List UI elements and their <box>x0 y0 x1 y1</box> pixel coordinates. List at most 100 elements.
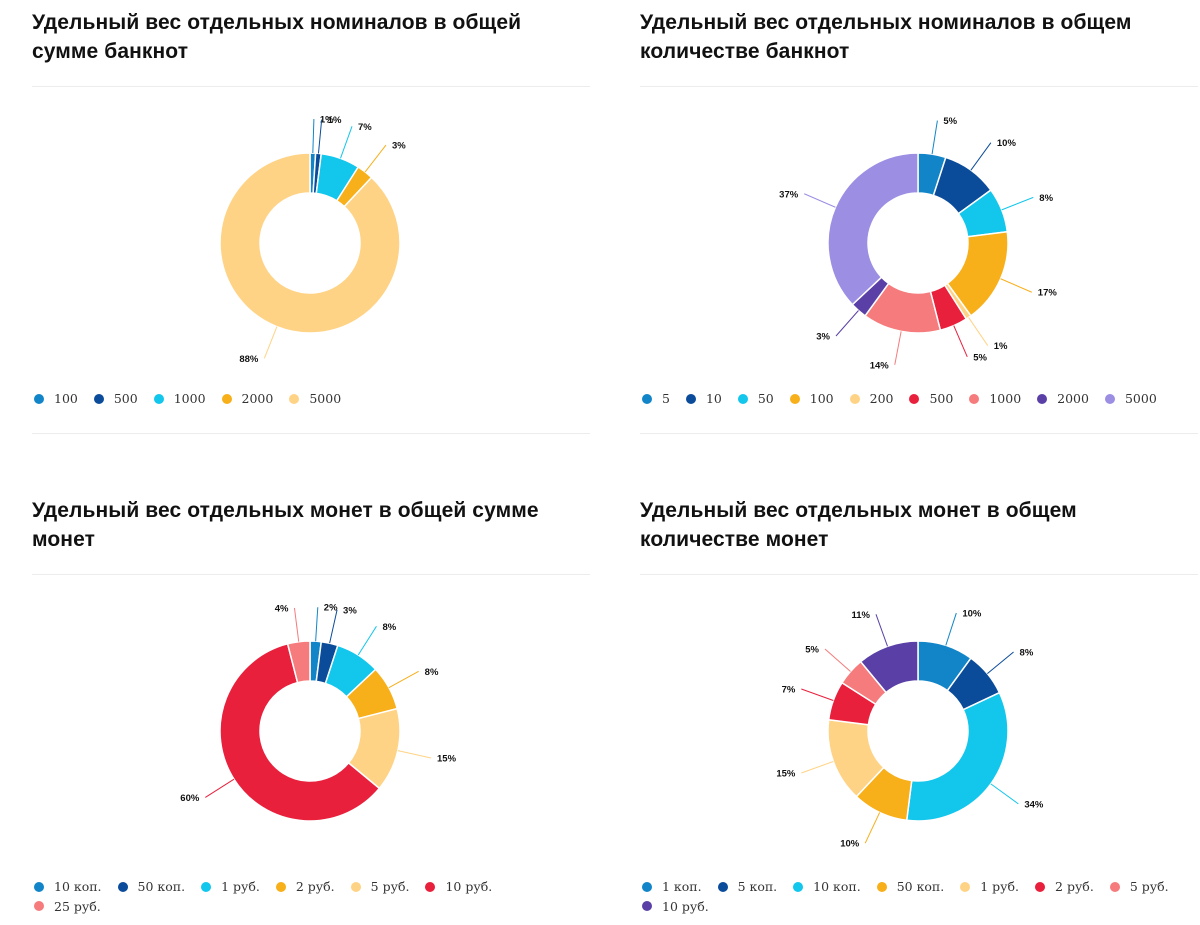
legend-marker <box>350 881 361 892</box>
legend-marker <box>960 881 971 892</box>
data-label: 88% <box>239 354 259 365</box>
legend-label: 100 <box>809 391 834 406</box>
legend-item[interactable]: 25 руб. <box>34 897 101 916</box>
chart-title: Удельный вес отдельных монет в общем кол… <box>640 499 1077 551</box>
connector-line <box>931 120 938 155</box>
data-label: 15% <box>437 754 457 765</box>
legend-marker <box>275 881 286 892</box>
legend-item[interactable]: 5 руб. <box>350 877 410 896</box>
legend-item[interactable]: 1 коп. <box>642 877 702 896</box>
legend-label: 100 <box>54 391 78 406</box>
pie-slice-5000[interactable] <box>219 152 401 334</box>
data-label: 14% <box>870 360 890 371</box>
chart-title: Удельный вес отдельных номиналов в общей… <box>32 11 522 63</box>
connector-line <box>968 317 989 346</box>
legend-item[interactable]: 1 руб. <box>960 877 1019 896</box>
donut-chart: 5% 10% 8% 17% 1% 5% 14% 3% 37% <box>779 116 1058 371</box>
connector-line <box>397 750 432 759</box>
data-label: 8% <box>1020 647 1034 658</box>
legend-marker <box>153 393 164 404</box>
legend-item[interactable]: 500 <box>93 389 138 408</box>
legend-item[interactable]: 1000 <box>969 389 1021 408</box>
connector-line <box>364 144 387 173</box>
connector-line <box>357 626 377 656</box>
data-label: 11% <box>851 610 870 621</box>
chart-panel-banknotes-sum: Удельный вес отдельных номиналов в общей… <box>32 0 590 440</box>
legend-marker <box>876 881 887 892</box>
legend-item[interactable]: 50 <box>737 389 774 408</box>
chart-title: Удельный вес отдельных номиналов в общем… <box>640 11 1132 63</box>
legend-item[interactable]: 10 руб. <box>425 877 492 896</box>
connector-line <box>990 783 1019 805</box>
connector-line <box>864 812 881 844</box>
legend-label: 10 <box>705 391 722 406</box>
legend-marker <box>1037 393 1048 404</box>
legend-item[interactable]: 5 коп. <box>717 877 777 896</box>
legend-label: 2 руб. <box>295 879 335 894</box>
legend-item[interactable]: 200 <box>849 389 894 408</box>
legend-marker <box>1104 393 1115 404</box>
data-label: 5% <box>805 644 819 655</box>
legend-item[interactable]: 10 коп. <box>793 877 861 896</box>
legend-item[interactable]: 50 коп. <box>117 877 186 896</box>
legend-item[interactable]: 5000 <box>289 389 341 408</box>
legend-item[interactable]: 10 руб. <box>642 897 709 916</box>
data-label: 10% <box>962 609 982 620</box>
data-label: 1% <box>328 115 342 126</box>
legend-item[interactable]: 500 <box>909 389 953 408</box>
legend-item[interactable]: 50 коп. <box>876 877 945 896</box>
legend-marker <box>1035 881 1046 892</box>
connector-line <box>317 119 323 154</box>
legend-item[interactable]: 5000 <box>1104 389 1157 408</box>
legend-label: 1 руб. <box>980 879 1020 894</box>
data-label: 3% <box>392 141 406 152</box>
divider <box>32 86 590 87</box>
legend-item[interactable]: 2000 <box>221 389 274 408</box>
legend-label: 10 руб. <box>445 879 493 894</box>
pie-slice-10-руб[interactable] <box>859 640 919 694</box>
data-label: 8% <box>1039 193 1053 204</box>
connector-line <box>263 326 278 359</box>
connector-line <box>875 614 888 647</box>
chart-panel-banknotes-count: Удельный вес отдельных номиналов в общем… <box>640 0 1198 440</box>
data-label: 4% <box>275 603 289 614</box>
legend-marker <box>221 393 232 404</box>
legend-item[interactable]: 100 <box>789 389 834 408</box>
legend-item[interactable]: 2000 <box>1037 389 1089 408</box>
pie-slice-10-руб[interactable] <box>219 642 381 822</box>
donut-chart: 1%1% 7% 3% 88% <box>219 115 406 365</box>
data-label: 37% <box>779 189 799 200</box>
legend-label: 2000 <box>241 391 274 406</box>
connector-line <box>801 688 834 701</box>
legend-item[interactable]: 2 руб. <box>275 877 335 896</box>
connector-line <box>894 331 902 365</box>
pie-slice-5000[interactable] <box>827 152 919 306</box>
legend-label: 200 <box>869 391 894 406</box>
legend-item[interactable]: 10 <box>685 389 722 408</box>
connector-line <box>329 609 338 644</box>
legend-item[interactable]: 100 <box>34 389 78 408</box>
legend-marker <box>642 393 652 404</box>
chart-legend: 10 коп. 50 коп. 1 руб. 2 руб. 5 руб. 10 руб. 2… <box>34 877 590 916</box>
pie-slice-25-руб[interactable] <box>286 640 311 684</box>
legend-label: 5 <box>662 391 670 406</box>
divider <box>640 433 1198 434</box>
divider <box>640 86 1198 87</box>
donut-chart: 10% 8% 34% 10% 15% 7% 5% 11% <box>776 609 1044 850</box>
data-label: 17% <box>1038 288 1058 299</box>
legend-item[interactable]: 5 руб. <box>1109 877 1169 896</box>
legend-item[interactable]: 2 руб. <box>1035 877 1094 896</box>
data-label: 5% <box>943 116 957 127</box>
data-label: 5% <box>973 352 987 363</box>
legend-label: 50 коп. <box>896 879 945 894</box>
legend-item[interactable]: 1000 <box>153 389 206 408</box>
legend-label: 5 руб. <box>370 879 410 894</box>
legend-label: 50 коп. <box>137 879 186 894</box>
legend-item[interactable]: 5 <box>642 389 670 408</box>
legend-label: 5000 <box>1124 391 1157 406</box>
legend-item[interactable]: 10 коп. <box>34 877 102 896</box>
pie-slice-10-коп[interactable] <box>905 691 1009 822</box>
legend-item[interactable]: 1 руб. <box>201 877 260 896</box>
data-label: 8% <box>425 667 439 678</box>
connector-line <box>312 119 315 154</box>
